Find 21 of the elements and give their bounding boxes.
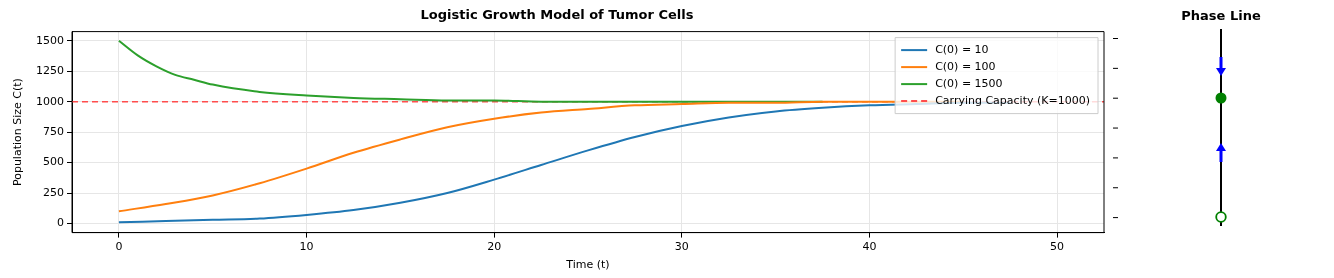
y-tick-label: 500 — [43, 155, 64, 169]
y-tick-label: 1000 — [36, 94, 64, 108]
x-axis-title: Time (t) — [565, 258, 610, 272]
y-tick-label: 750 — [43, 124, 64, 138]
x-tick-label: 10 — [299, 240, 314, 254]
text: Phase Line — [1180, 8, 1262, 23]
x-tick-label: 20 — [487, 240, 502, 254]
chart-title: Logistic Growth Model of Tumor Cells — [420, 7, 694, 23]
y-axis-title: Population Size C(t) — [11, 78, 25, 187]
x-tick-label: 0 — [115, 240, 123, 254]
legend-label: C(0) = 1500 — [935, 76, 1003, 90]
x-tick-label: 30 — [674, 240, 689, 254]
y-tick-label: 250 — [43, 185, 64, 199]
ref-line-label: Carrying Capacity (K=1000) — [935, 93, 1091, 107]
legend-label: C(0) = 100 — [935, 59, 996, 73]
x-tick-label: 40 — [862, 240, 877, 254]
legend-label: C(0) = 10 — [935, 42, 989, 56]
y-tick-label: 1500 — [36, 33, 64, 47]
y-tick-label: 1250 — [36, 64, 64, 78]
x-tick-label: 50 — [1050, 240, 1065, 254]
y-tick-label: 0 — [57, 216, 64, 230]
